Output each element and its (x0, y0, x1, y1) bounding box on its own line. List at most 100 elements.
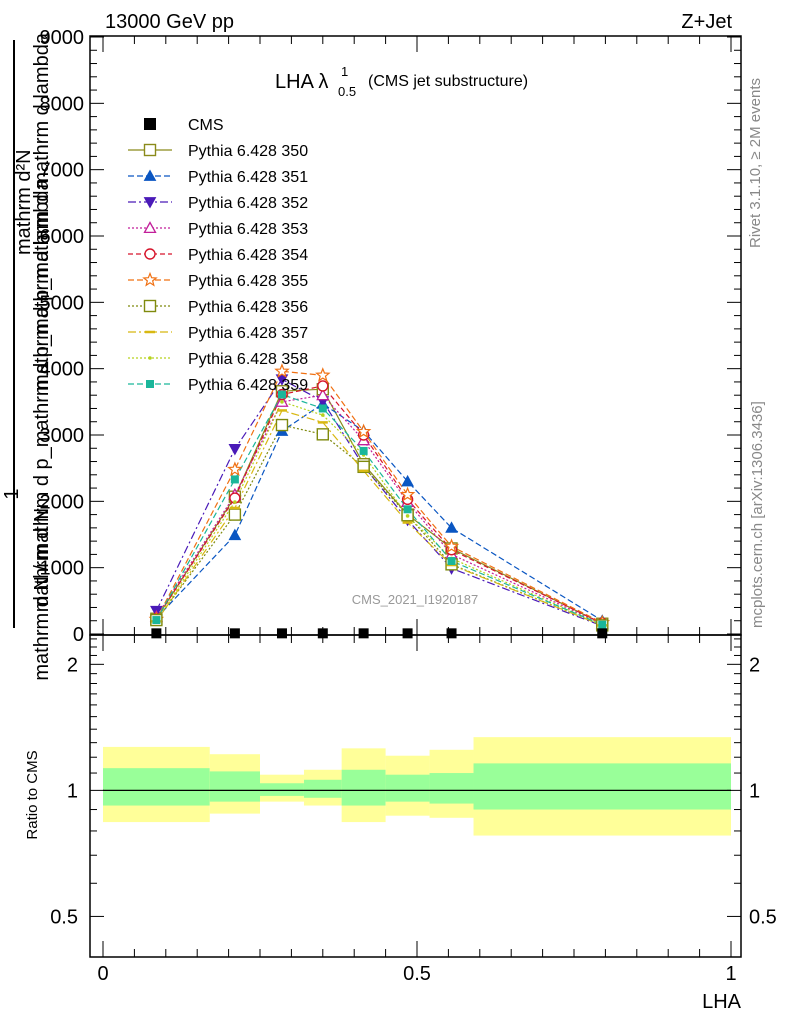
legend-marker (144, 248, 156, 260)
ratio-y-tick-label-right: 0.5 (749, 906, 777, 928)
series-point (315, 367, 331, 382)
cms-data-point (276, 628, 287, 639)
series-point (280, 400, 284, 404)
legend-label: Pythia 6.428 353 (188, 221, 308, 238)
series-point (598, 620, 607, 629)
ratio-y-tick-label-right: 2 (749, 654, 760, 676)
cms-data-point (151, 628, 162, 639)
legend-label: CMS (188, 117, 224, 134)
y-tick-label: 5000 (40, 292, 85, 314)
ratio-band-inner (103, 768, 210, 806)
legend-marker (148, 356, 152, 360)
ratio-plot-frame (89, 634, 742, 958)
cms-data-point (229, 628, 240, 639)
series-point (316, 388, 330, 401)
series-point (447, 557, 456, 566)
ratio-band-inner (260, 783, 304, 796)
series-point (275, 374, 289, 386)
header-left: 13000 GeV pp (105, 11, 234, 33)
legend-label: Pythia 6.428 357 (188, 325, 308, 342)
legend-label: Pythia 6.428 358 (188, 351, 308, 368)
ratio-y-tick-label: 1 (67, 780, 78, 802)
y-tick-label: 3000 (40, 425, 85, 447)
x-axis-label: LHA (702, 991, 742, 1013)
series-line (155, 424, 603, 626)
rivet-version-note: Rivet 3.1.10, ≥ 2M events (747, 78, 764, 248)
series-point (152, 616, 161, 625)
cms-data-point (317, 628, 328, 639)
ratio-band-inner (209, 771, 260, 802)
legend-label: Pythia 6.428 351 (188, 169, 308, 186)
y-tick-label: 1000 (40, 558, 85, 580)
series-line (155, 394, 603, 625)
y-axis-label-top: mathrm d²N (13, 149, 35, 255)
legend-label: Pythia 6.428 352 (188, 195, 308, 212)
legend-label: Pythia 6.428 355 (188, 273, 308, 290)
y-tick-label: 0 (73, 624, 84, 646)
legend-label: Pythia 6.428 356 (188, 299, 308, 316)
series-point (274, 363, 290, 378)
analysis-watermark: CMS_2021_I1920187 (352, 592, 479, 607)
x-tick-label: 1 (725, 963, 736, 985)
y-tick-label: 2000 (40, 491, 85, 513)
ratio-band-inner (429, 773, 474, 804)
series-point (318, 404, 327, 413)
legend-marker (142, 271, 158, 287)
series-line (155, 388, 603, 625)
mcplots-source-note: mcplots.cern.ch [arXiv:1306.3436] (749, 401, 766, 628)
plot-title-note: (CMS jet substructure) (368, 73, 528, 90)
series-point (405, 514, 410, 518)
legend-label: Pythia 6.428 350 (188, 143, 308, 160)
series-point (230, 475, 239, 484)
plot-title-main: LHA λ (275, 71, 328, 93)
y-tick-label: 6000 (40, 226, 85, 248)
ratio-band-inner (473, 763, 731, 810)
ratio-y-axis-label: Ratio to CMS (24, 750, 41, 839)
series-point (227, 461, 243, 477)
cms-data-point (402, 628, 413, 639)
series-point (228, 528, 242, 541)
legend-marker (143, 221, 157, 234)
ratio-band-inner (341, 769, 386, 806)
y-axis-label-numerator: 1 (1, 488, 23, 499)
plot-title-subscript: 0.5 (338, 84, 356, 99)
ratio-plot-panel: 0 0.5 1 0.5 0.5 1 1 2 2 (50, 634, 777, 985)
series-line (155, 393, 603, 626)
series-point (233, 500, 237, 504)
y-tick-label: 4000 (40, 359, 85, 381)
series-point (317, 380, 329, 392)
y-tick-label: 9000 (40, 27, 85, 49)
ratio-y-tick-label-right: 1 (749, 780, 760, 802)
legend-label: Pythia 6.428 359 (188, 377, 308, 394)
x-tick-label: 0.5 (403, 963, 431, 985)
series-line (155, 385, 603, 624)
series-point (401, 474, 414, 487)
main-plot-panel: 0 1000 2000 3000 4000 5000 6000 7000 8000 9000 (40, 27, 742, 646)
series-line (155, 378, 603, 627)
series-line (155, 370, 603, 624)
series-point (316, 428, 329, 441)
ratio-band-inner (385, 774, 430, 802)
legend: CMS Pythia 6.428 350 Pythia 6.428 351 Pythi… (128, 117, 308, 394)
ratio-y-tick-label: 2 (67, 654, 78, 676)
legend-marker (143, 197, 157, 209)
series-point (359, 446, 368, 455)
series-point (228, 508, 242, 521)
ratio-y-tick-label: 0.5 (50, 906, 78, 928)
ratio-band-inner (303, 779, 342, 798)
series-line (155, 401, 603, 626)
x-tick-label: 0 (97, 963, 108, 985)
header-right: Z+Jet (681, 11, 732, 33)
cms-data-point (446, 628, 457, 639)
legend-marker (143, 169, 157, 181)
plot-title-superscript: 1 (341, 64, 348, 79)
series-point (403, 505, 412, 514)
legend-label: Pythia 6.428 354 (188, 247, 308, 264)
series-point (445, 521, 458, 533)
series-point (357, 460, 370, 474)
series-point (443, 538, 460, 554)
cms-data-point (358, 628, 369, 639)
cms-data-point (597, 628, 608, 639)
y-axis-label-bottom: mathrm d N / mathrm d p_mathrm d p_mathr… (31, 178, 53, 680)
